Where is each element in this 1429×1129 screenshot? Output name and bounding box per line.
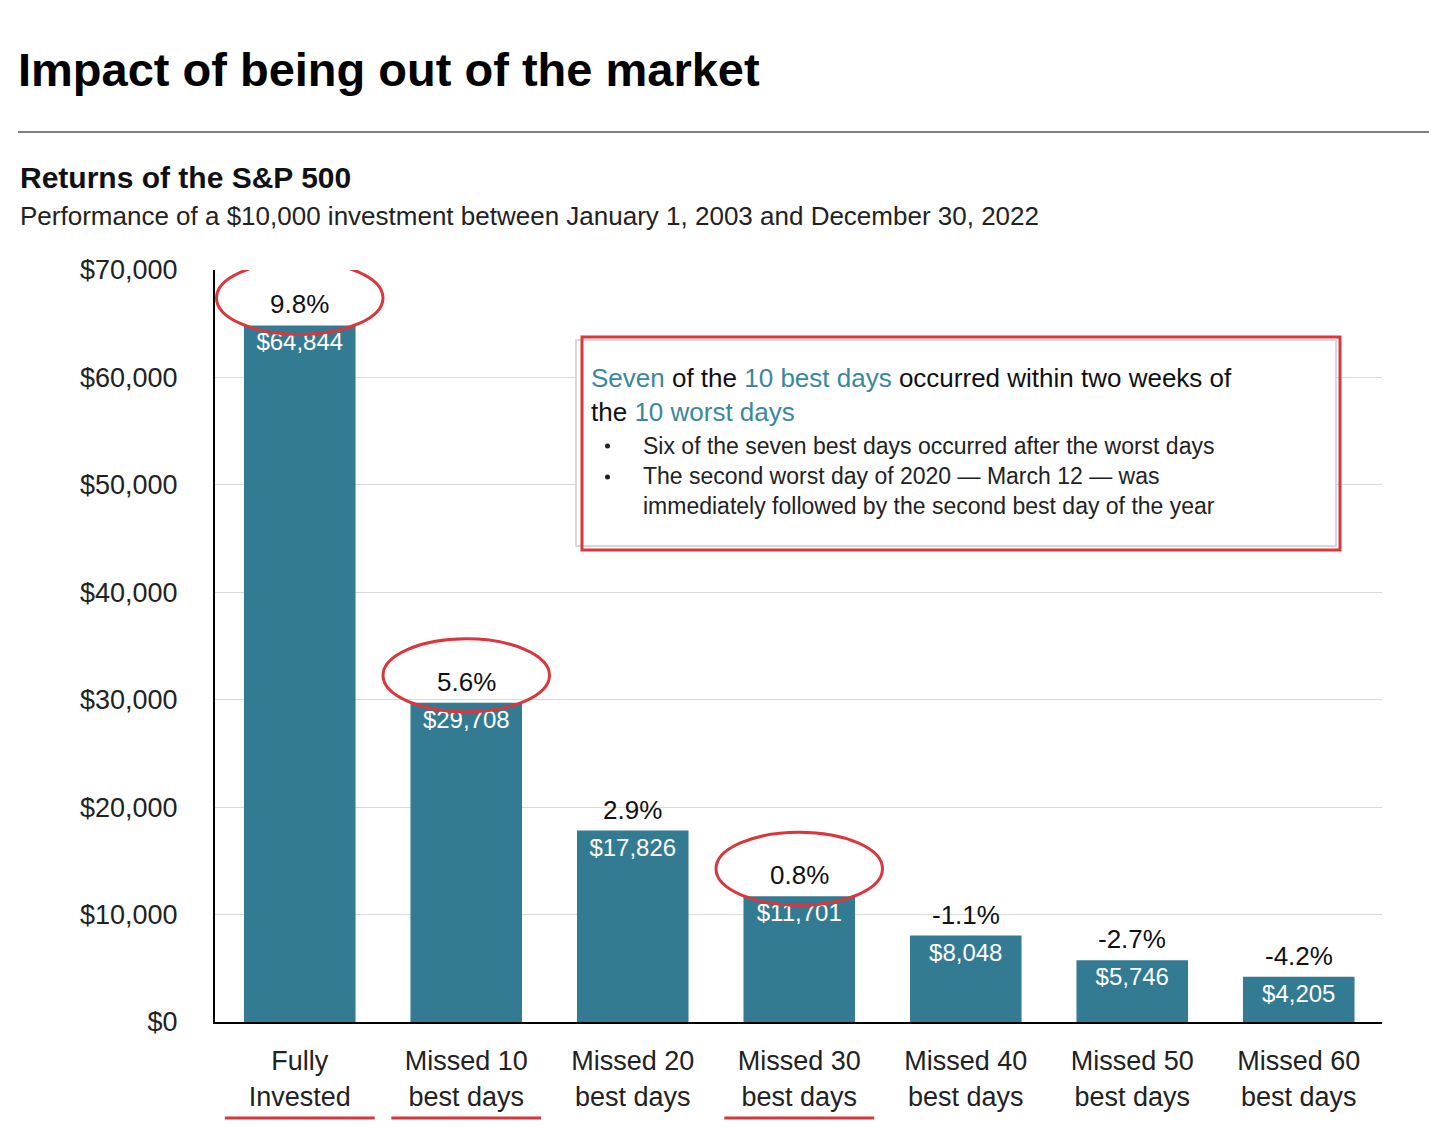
svg-text:$50,000: $50,000 (80, 470, 178, 500)
svg-text:$64,844: $64,844 (256, 328, 343, 355)
svg-text:$17,826: $17,826 (589, 834, 676, 861)
svg-text:Performance of a $10,000 inves: Performance of a $10,000 investment betw… (20, 201, 1039, 231)
svg-text:Seven of the 10 best days occu: Seven of the 10 best days occurred withi… (591, 363, 1232, 427)
svg-text:FullyInvested: FullyInvested (249, 1046, 351, 1111)
svg-text:$70,000: $70,000 (80, 255, 178, 285)
svg-text:$60,000: $60,000 (80, 363, 178, 393)
svg-text:5.6%: 5.6% (437, 667, 496, 697)
svg-text:$30,000: $30,000 (80, 685, 178, 715)
svg-text:-1.1%: -1.1% (932, 900, 1000, 930)
svg-text:9.8%: 9.8% (270, 289, 329, 319)
svg-text:Missed 10best days: Missed 10best days (405, 1046, 528, 1111)
svg-text:0.8%: 0.8% (770, 860, 829, 890)
svg-text:Six of the seven best days occ: Six of the seven best days occurred afte… (643, 433, 1215, 519)
svg-text:2.9%: 2.9% (603, 795, 662, 825)
svg-text:$8,048: $8,048 (929, 939, 1002, 966)
svg-text:Impact of being out of the mar: Impact of being out of the market (18, 43, 760, 96)
svg-text:$5,746: $5,746 (1096, 963, 1169, 990)
svg-text:-2.7%: -2.7% (1098, 924, 1166, 954)
svg-text:Missed 20best days: Missed 20best days (571, 1046, 694, 1111)
svg-text:Missed 30best days: Missed 30best days (738, 1046, 861, 1111)
svg-text:$10,000: $10,000 (80, 900, 178, 930)
svg-text:$40,000: $40,000 (80, 578, 178, 608)
svg-text:Missed 50best days: Missed 50best days (1071, 1046, 1194, 1111)
svg-text:$0: $0 (148, 1007, 178, 1037)
svg-text:$4,205: $4,205 (1262, 980, 1335, 1007)
svg-text:$20,000: $20,000 (80, 793, 178, 823)
svg-text:Missed 60best days: Missed 60best days (1237, 1046, 1360, 1111)
svg-text:$29,708: $29,708 (423, 706, 510, 733)
svg-text:-4.2%: -4.2% (1265, 941, 1333, 971)
svg-text:$11,701: $11,701 (757, 899, 842, 926)
svg-text:Missed 40best days: Missed 40best days (904, 1046, 1027, 1111)
svg-text:Returns of the S&P 500: Returns of the S&P 500 (20, 161, 351, 194)
